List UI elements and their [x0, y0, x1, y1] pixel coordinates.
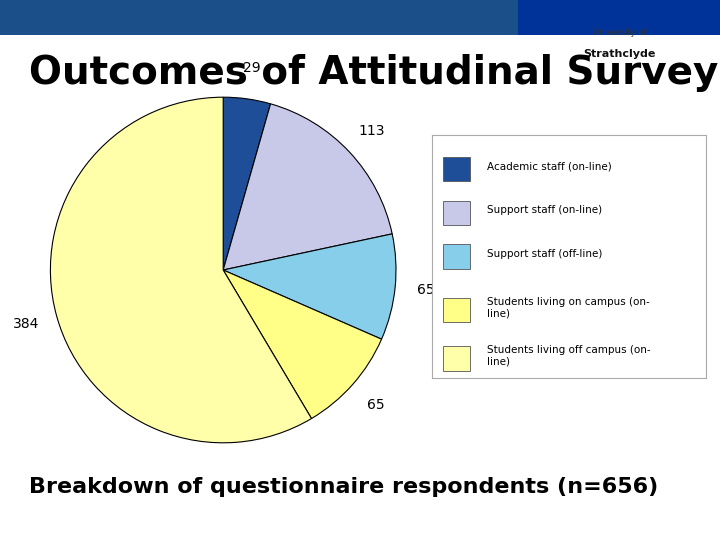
Text: Students living off campus (on-
line): Students living off campus (on- line) — [487, 346, 650, 367]
Text: Academic staff (on-line): Academic staff (on-line) — [487, 161, 611, 172]
FancyBboxPatch shape — [443, 244, 470, 268]
Text: 384: 384 — [14, 317, 40, 331]
Text: Students living on campus (on-
line): Students living on campus (on- line) — [487, 297, 649, 319]
Text: 113: 113 — [359, 124, 385, 138]
Text: Breakdown of questionnaire respondents (n=656): Breakdown of questionnaire respondents (… — [29, 477, 658, 497]
FancyBboxPatch shape — [443, 298, 470, 322]
FancyBboxPatch shape — [443, 347, 470, 370]
Wedge shape — [223, 270, 382, 418]
Wedge shape — [223, 234, 396, 339]
Text: 65: 65 — [418, 284, 435, 298]
Text: University of: University of — [593, 28, 646, 37]
Bar — [518, 0, 720, 35]
Text: Strathclyde: Strathclyde — [583, 49, 655, 59]
Text: 29: 29 — [243, 61, 260, 75]
Text: Support staff (on-line): Support staff (on-line) — [487, 205, 602, 215]
Bar — [0, 0, 518, 35]
FancyBboxPatch shape — [443, 201, 470, 225]
Text: 65: 65 — [367, 398, 385, 412]
Text: Outcomes of Attitudinal Survey: Outcomes of Attitudinal Survey — [29, 54, 718, 92]
Wedge shape — [50, 97, 312, 443]
Text: Support staff (off-line): Support staff (off-line) — [487, 249, 602, 259]
Wedge shape — [223, 97, 271, 270]
FancyBboxPatch shape — [443, 157, 470, 181]
Wedge shape — [223, 104, 392, 270]
